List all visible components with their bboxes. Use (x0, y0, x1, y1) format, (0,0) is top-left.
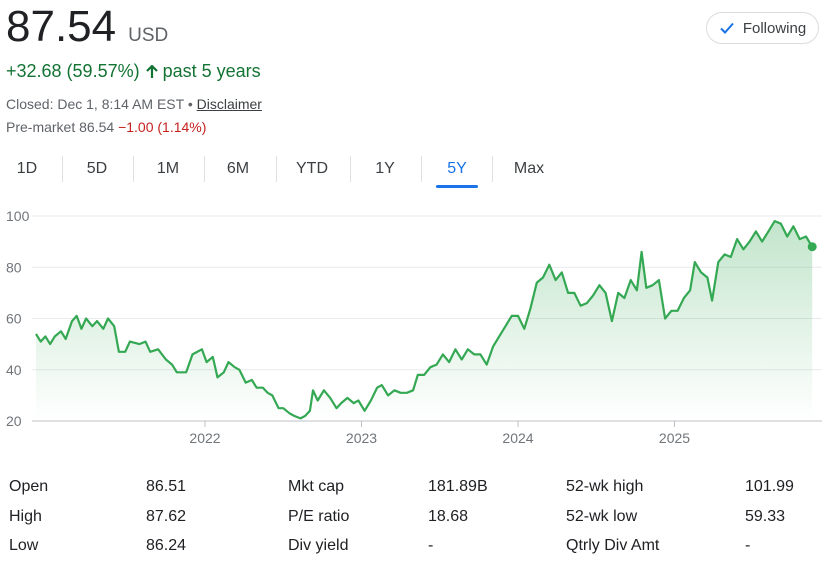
y-tick-label: 20 (6, 413, 22, 429)
chart-area-fill (36, 221, 813, 421)
price-header: 87.54 USD (6, 4, 168, 50)
tab-ytd[interactable]: YTD (296, 160, 328, 177)
price-change: +32.68 (59.57%) past 5 years (6, 61, 261, 82)
x-tick-label: 2022 (189, 430, 220, 446)
currency-label: USD (128, 25, 169, 46)
following-label: Following (742, 19, 807, 37)
range-tabs: 1D 5D 1M 6M YTD 1Y 5Y Max (0, 152, 560, 188)
y-tick-label: 40 (6, 362, 22, 378)
tab-1d[interactable]: 1D (16, 160, 38, 177)
closed-status: Closed: Dec 1, 8:14 AM EST • Disclaimer (6, 96, 262, 112)
x-tick-label: 2023 (346, 430, 377, 446)
disclaimer-link[interactable]: Disclaimer (196, 96, 262, 112)
stat-value-high: 87.62 (146, 508, 187, 525)
tab-max[interactable]: Max (513, 160, 545, 177)
active-tab-indicator (436, 185, 478, 188)
stat-value-mkt-cap: 181.89B (428, 478, 488, 495)
x-tick-label: 2024 (502, 430, 533, 446)
stat-label-qtrly-div: Qtrly Div Amt (566, 537, 660, 554)
chart-end-point (807, 242, 817, 252)
tab-divider (62, 156, 63, 182)
stat-value-qtrly-div: - (745, 537, 751, 554)
premarket-label: Pre-market 86.54 (6, 119, 119, 135)
tab-6m[interactable]: 6M (226, 160, 250, 177)
x-axis: 2022 2023 2024 2025 (189, 421, 690, 446)
stat-label-pe-ratio: P/E ratio (288, 508, 350, 525)
tab-divider (276, 156, 277, 182)
following-button[interactable]: Following (706, 12, 819, 44)
stat-label-low: Low (9, 537, 39, 554)
price-chart[interactable]: 100 80 60 40 20 2022 2023 2024 2025 (0, 200, 833, 450)
stat-value-pe-ratio: 18.68 (428, 508, 469, 525)
premarket-change: −1.00 (1.14%) (118, 119, 207, 135)
current-price: 87.54 (6, 2, 117, 51)
change-period: past 5 years (162, 61, 261, 81)
premarket-quote: Pre-market 86.54 −1.00 (1.14%) (6, 119, 206, 135)
check-icon (719, 20, 735, 36)
y-tick-label: 60 (6, 311, 22, 327)
stat-label-52wk-high: 52-wk high (566, 478, 644, 495)
tab-divider (350, 156, 351, 182)
stat-value-low: 86.24 (146, 537, 187, 554)
stat-value-52wk-low: 59.33 (745, 508, 786, 525)
stat-value-52wk-high: 101.99 (745, 478, 794, 495)
change-value: +32.68 (59.57%) (6, 61, 140, 81)
tab-5d[interactable]: 5D (86, 160, 108, 177)
closed-text: Closed: Dec 1, 8:14 AM EST • (6, 96, 197, 112)
y-tick-label: 80 (6, 259, 22, 275)
tab-1y[interactable]: 1Y (375, 160, 395, 177)
stat-value-div-yield: - (428, 537, 434, 554)
tab-divider (492, 156, 493, 182)
chart-line (35, 220, 814, 420)
stat-value-open: 86.51 (146, 478, 187, 495)
tab-1m[interactable]: 1M (156, 160, 180, 177)
tab-divider (421, 156, 422, 182)
tab-divider (204, 156, 205, 182)
stat-label-52wk-low: 52-wk low (566, 508, 638, 525)
y-tick-label: 100 (6, 208, 30, 224)
x-tick-label: 2025 (659, 430, 690, 446)
tab-divider (133, 156, 134, 182)
arrow-up-icon (145, 64, 158, 79)
stat-label-div-yield: Div yield (288, 537, 349, 554)
stat-label-high: High (9, 508, 42, 525)
stat-label-open: Open (9, 478, 49, 495)
tab-5y[interactable]: 5Y (436, 152, 478, 188)
stat-label-mkt-cap: Mkt cap (288, 478, 345, 495)
